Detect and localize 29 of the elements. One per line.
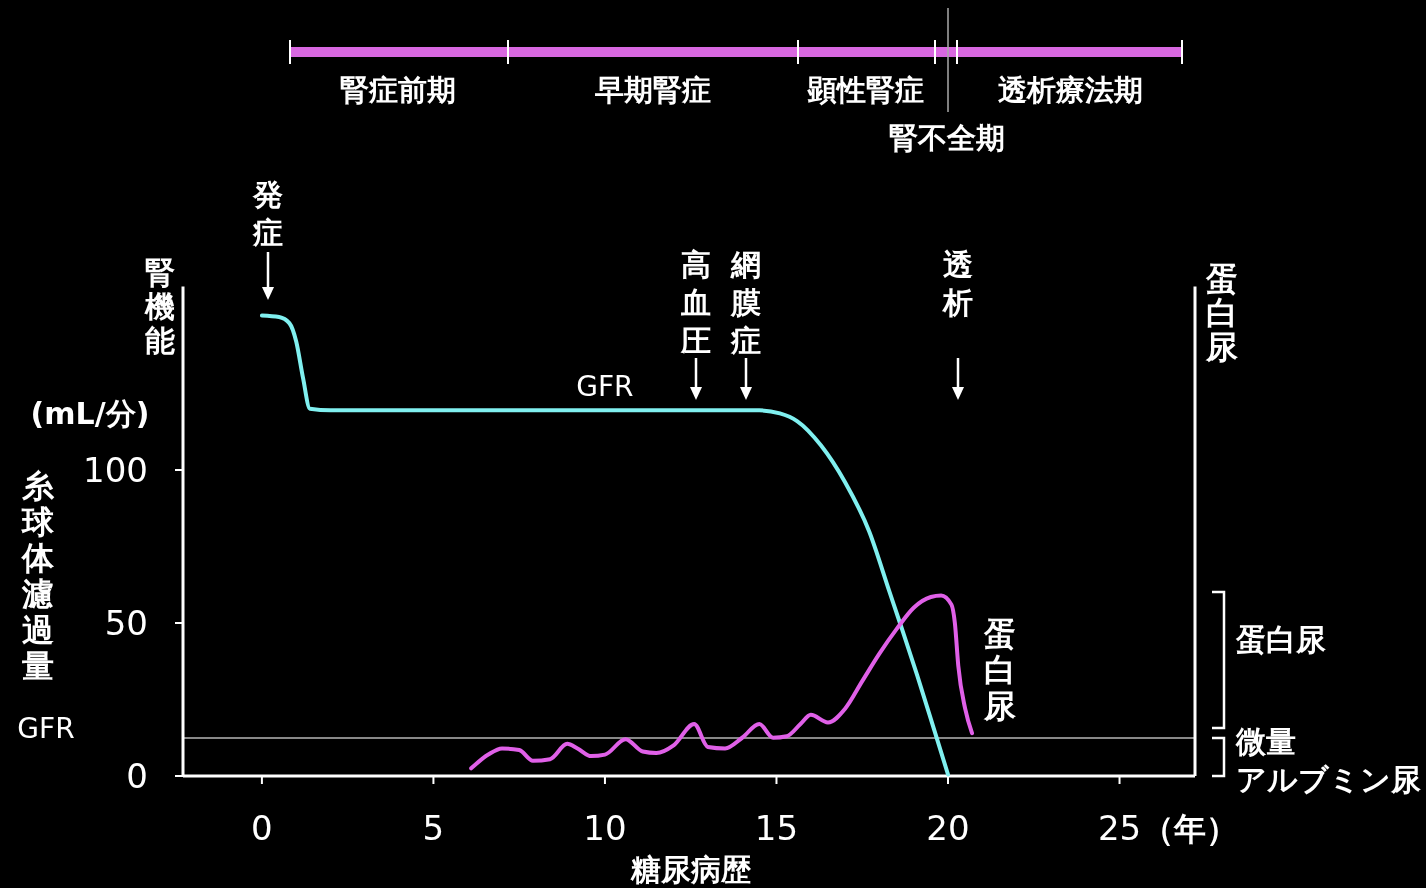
x-tick-label: 15 — [754, 808, 799, 848]
x-tick-label: 10 — [583, 808, 627, 848]
text: （年） — [1142, 810, 1238, 848]
x-tick-label: 5 — [422, 808, 445, 848]
annotation: 網膜症 — [730, 247, 761, 358]
x-axis-title: 糖尿病歴 — [629, 852, 751, 887]
x-tick-label: 25 — [1097, 808, 1142, 848]
x-tick-label: 0 — [251, 808, 273, 848]
text: 顕性腎症 — [807, 73, 924, 107]
annotation: 透析 — [941, 247, 973, 320]
y-tick-label: 0 — [126, 756, 148, 796]
text: 蛋白尿 — [1235, 622, 1326, 657]
text: 微量アルブミン尿 — [1235, 724, 1421, 797]
y-axis-title: 糸球体濾過量 GFR — [17, 467, 75, 745]
y-tick-label: 100 — [83, 450, 148, 490]
x-tick-label: 20 — [926, 808, 970, 848]
line-series — [469, 593, 975, 771]
text: 腎不全期 — [889, 121, 1005, 155]
series-label: GFR — [576, 370, 634, 404]
annotation: 高血圧 — [680, 247, 711, 358]
text: 早期腎症 — [594, 73, 711, 107]
y2-axis-title: 蛋白尿 — [1205, 260, 1238, 366]
text: 腎機能 — [144, 255, 175, 358]
text: 腎症前期 — [340, 73, 456, 107]
y-tick-label: 50 — [104, 603, 148, 643]
text: (mL/分) — [30, 396, 150, 431]
series-label: 蛋白尿 — [983, 615, 1017, 726]
text: 発症 — [252, 177, 283, 250]
text: 透析療法期 — [997, 73, 1143, 107]
